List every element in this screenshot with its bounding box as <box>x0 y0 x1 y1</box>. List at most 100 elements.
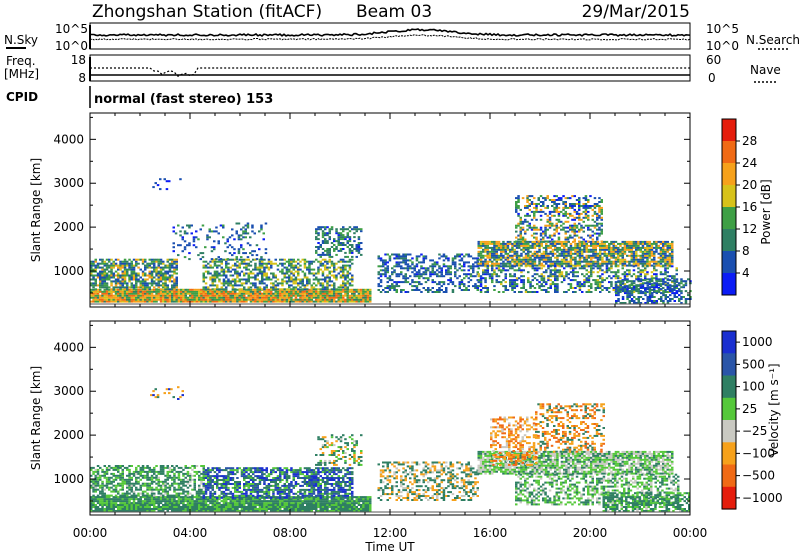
heatmap-cell <box>624 302 627 304</box>
heatmap-cell <box>175 286 178 289</box>
heatmap-cell <box>279 258 282 261</box>
heatmap-cell <box>493 289 496 291</box>
heatmap-cell <box>324 290 327 293</box>
heatmap-cell <box>565 262 568 265</box>
heatmap-cell <box>506 252 510 255</box>
heatmap-cell <box>231 280 235 283</box>
heatmap-cell <box>447 259 450 262</box>
heatmap-cell <box>603 242 606 245</box>
heatmap-cell <box>200 298 203 301</box>
heatmap-cell <box>319 284 322 287</box>
heatmap-cell <box>216 294 219 297</box>
heatmap-cell <box>673 296 676 298</box>
heatmap-cell <box>256 292 259 295</box>
heatmap-cell <box>344 286 347 289</box>
heatmap-cell <box>290 258 293 261</box>
heatmap-cell <box>451 261 455 264</box>
heatmap-cell <box>135 284 138 287</box>
heatmap-cell <box>548 216 552 219</box>
heatmap-cell <box>504 281 507 284</box>
heatmap-cell <box>326 274 329 277</box>
heatmap-cell <box>569 285 573 288</box>
heatmap-cell <box>590 240 593 243</box>
heatmap-cell <box>590 271 593 274</box>
heatmap-cell <box>281 290 284 293</box>
heatmap-cell <box>339 294 343 297</box>
heatmap-cell <box>90 260 93 263</box>
heatmap-cell <box>299 286 302 289</box>
heatmap-cell <box>348 268 352 271</box>
heatmap-cell <box>519 234 522 237</box>
heatmap-cell <box>515 264 519 267</box>
heatmap-cell <box>137 300 140 303</box>
heatmap-cell <box>591 234 594 237</box>
heatmap-cell <box>119 276 122 279</box>
heatmap-cell <box>664 269 667 272</box>
heatmap-cell <box>533 291 537 293</box>
heatmap-cell <box>590 287 593 289</box>
heatmap-cell <box>538 258 541 261</box>
heatmap-cell <box>486 265 489 268</box>
heatmap-cell <box>258 270 262 273</box>
heatmap-cell <box>623 275 627 278</box>
heatmap-cell <box>585 265 588 268</box>
heatmap-cell <box>339 274 343 277</box>
heatmap-cell <box>573 234 576 237</box>
heatmap-cell <box>333 298 336 301</box>
heatmap-cell <box>524 252 528 255</box>
heatmap-cell <box>637 275 640 278</box>
heatmap-cell <box>164 278 167 281</box>
heatmap-cell <box>324 228 327 231</box>
heatmap-cell <box>321 272 325 275</box>
heatmap-cell <box>560 224 563 227</box>
heatmap-cell <box>413 267 416 270</box>
heatmap-cell <box>272 286 275 289</box>
heatmap-cell <box>527 260 530 263</box>
heatmap-cell <box>256 288 259 291</box>
heatmap-cell <box>648 246 651 249</box>
heatmap-cell <box>639 302 643 304</box>
heatmap-cell <box>117 288 120 291</box>
heatmap-cell <box>188 242 191 245</box>
heatmap-cell <box>294 286 298 289</box>
heatmap-cell <box>599 254 602 257</box>
heatmap-cell <box>126 272 129 275</box>
heatmap-cell <box>628 286 631 289</box>
heatmap-cell <box>664 284 667 287</box>
heatmap-cell <box>639 254 642 257</box>
heatmap-cell <box>333 244 336 246</box>
heatmap-cell <box>245 262 248 265</box>
heatmap-cell <box>264 222 268 225</box>
heatmap-cell <box>103 496 106 499</box>
heatmap-cell <box>249 298 253 301</box>
heatmap-cell <box>285 298 289 301</box>
heatmap-cell <box>391 271 394 274</box>
heatmap-cell <box>333 249 336 252</box>
heatmap-cell <box>317 294 320 297</box>
heatmap-cell <box>600 210 603 213</box>
heatmap-cell <box>333 288 336 291</box>
heatmap-cell <box>521 240 525 243</box>
heatmap-cell <box>92 262 95 265</box>
heatmap-cell <box>632 240 636 243</box>
heatmap-cell <box>530 195 534 198</box>
heatmap-cell <box>342 228 345 231</box>
heatmap-cell <box>326 282 329 285</box>
heatmap-cell <box>99 504 102 506</box>
heatmap-cell <box>321 290 325 293</box>
heatmap-cell <box>655 282 658 285</box>
heatmap-cell <box>121 278 124 281</box>
heatmap-cell <box>244 224 247 227</box>
heatmap-cell <box>533 273 537 276</box>
heatmap-cell <box>297 274 300 277</box>
heatmap-cell <box>366 294 370 297</box>
heatmap-cell <box>538 256 541 259</box>
heatmap-cell <box>310 294 313 297</box>
heatmap-cell <box>114 300 118 303</box>
heatmap-cell <box>366 288 370 291</box>
heatmap-cell <box>520 254 523 257</box>
heatmap-cell <box>678 284 681 287</box>
heatmap-cell <box>524 232 527 235</box>
heatmap-cell <box>655 292 658 295</box>
heatmap-cell <box>626 285 629 288</box>
